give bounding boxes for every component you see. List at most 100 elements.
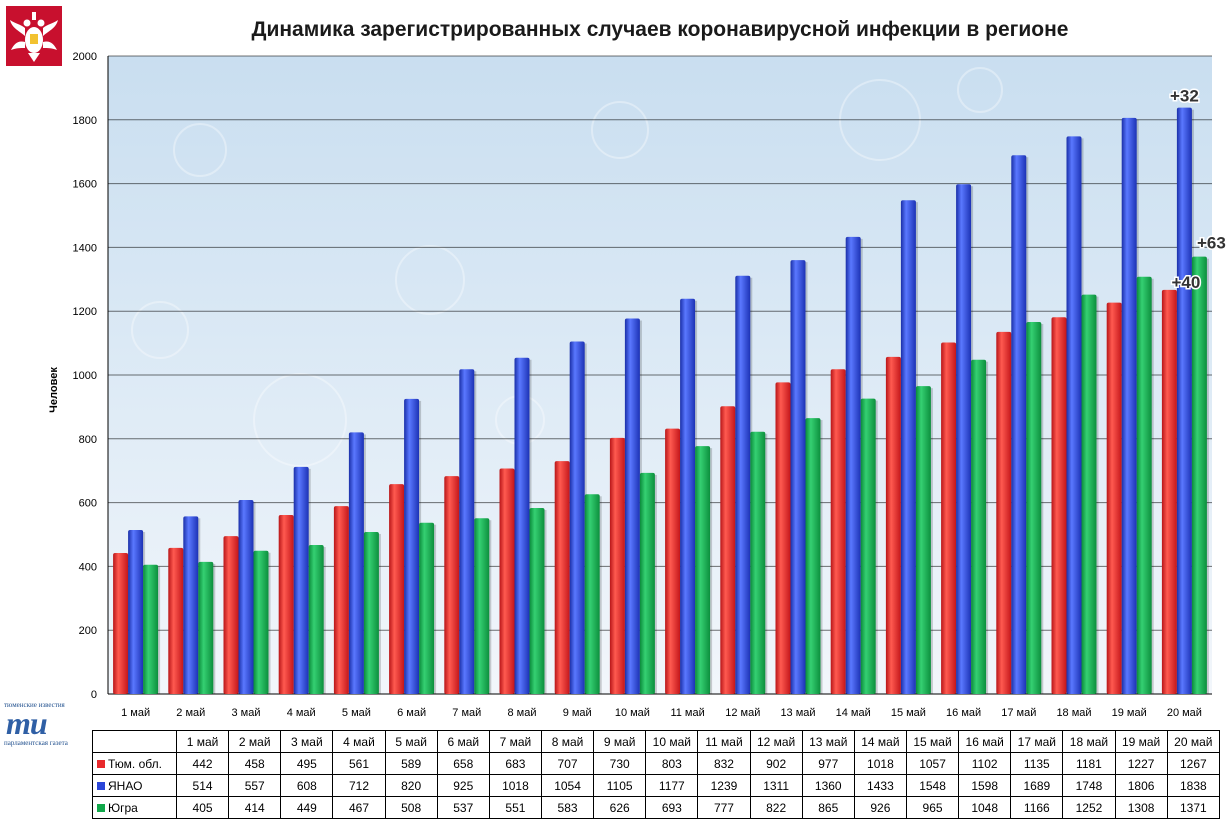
bar — [223, 536, 239, 694]
x-tick-label: 6 май — [397, 707, 426, 719]
x-tick-label: 11 май — [670, 707, 704, 719]
table-header-cell: 13 май — [801, 730, 855, 753]
table-value-cell: 925 — [436, 774, 490, 797]
table-value-cell: 557 — [228, 774, 282, 797]
table-value-cell: 1135 — [1010, 752, 1064, 775]
table-value-cell: 1054 — [540, 774, 595, 797]
table-header-cell: 18 май — [1062, 730, 1116, 753]
bar — [695, 446, 711, 694]
legend-key — [97, 804, 105, 813]
table-value-cell: 1018 — [853, 752, 907, 775]
bar — [569, 341, 585, 694]
bar — [639, 472, 655, 694]
table-value-cell: 1838 — [1166, 774, 1221, 797]
table-value-cell: 1371 — [1166, 796, 1221, 819]
y-tick-label: 1800 — [73, 115, 97, 127]
table-header-cell: 2 май — [228, 730, 282, 753]
table-value-cell: 1748 — [1062, 774, 1116, 797]
table-value-cell: 1227 — [1114, 752, 1168, 775]
table-value-cell: 626 — [593, 796, 647, 819]
table-value-cell: 508 — [384, 796, 438, 819]
y-tick-label: 1400 — [73, 242, 97, 254]
table-value-cell: 467 — [332, 796, 386, 819]
annotation-label: +63 — [1197, 234, 1226, 253]
bar — [750, 431, 766, 694]
bar — [1066, 136, 1082, 694]
bar — [996, 331, 1012, 694]
table-header-cell: 8 май — [540, 730, 595, 753]
bar — [363, 531, 379, 694]
y-tick-label: 800 — [79, 434, 97, 446]
bar — [805, 418, 821, 694]
table-value-cell: 1239 — [697, 774, 751, 797]
bar — [333, 506, 349, 694]
bar — [474, 518, 490, 694]
table-value-cell: 1311 — [749, 774, 803, 797]
table-value-cell: 683 — [488, 752, 542, 775]
bar-chart: 0 200 400 600 800 1000 1200 1400 1600 1800 2000 1 … — [73, 51, 1228, 719]
bar — [584, 494, 600, 694]
table-value-cell: 707 — [540, 752, 595, 775]
table-value-cell: 583 — [540, 796, 595, 819]
table-value-cell: 1105 — [593, 774, 647, 797]
publisher-bottom-text: парламентская газета — [4, 739, 68, 747]
table-value-cell: 693 — [645, 796, 699, 819]
bar — [845, 236, 861, 695]
bar — [1026, 322, 1042, 694]
chart-title: Динамика зарегистрированных случаев коро… — [251, 18, 1069, 41]
table-value-cell: 1057 — [905, 752, 960, 775]
bar — [113, 553, 129, 694]
bar — [514, 357, 530, 694]
table-header-cell: 5 май — [384, 730, 438, 753]
bar — [720, 406, 736, 694]
annotations: +40 +32 +63 — [1168, 85, 1227, 293]
table-header-cell: 15 май — [905, 730, 960, 753]
bar — [198, 561, 214, 694]
y-axis-label: Человек — [48, 367, 60, 413]
bar — [1161, 289, 1177, 694]
legend-cell: Югра — [92, 796, 177, 819]
bar — [308, 545, 324, 694]
bar — [624, 318, 640, 694]
table-header-cell: 9 май — [593, 730, 647, 753]
annotation-label: +40 — [1171, 273, 1200, 292]
data-table: 1 май 2 май 3 май 4 май 5 май 6 май 7 май 8 май… — [92, 730, 1221, 819]
y-tick-label: 0 — [91, 689, 97, 701]
bar — [348, 432, 364, 694]
table-value-cell: 902 — [749, 752, 803, 775]
table-value-cell: 589 — [384, 752, 438, 775]
x-tick-label: 13 май — [780, 707, 815, 719]
x-tick-label: 15 май — [891, 707, 926, 719]
table-value-cell: 803 — [645, 752, 699, 775]
x-tick-label: 12 май — [725, 707, 760, 719]
table-value-cell: 414 — [228, 796, 282, 819]
x-tick-label: 4 май — [287, 707, 316, 719]
table-header-cell: 10 май — [645, 730, 699, 753]
table-value-cell: 458 — [228, 752, 282, 775]
table-value-cell: 1548 — [905, 774, 960, 797]
legend-cell: Тюм. обл. — [92, 752, 177, 775]
table-value-cell: 1598 — [958, 774, 1012, 797]
bar — [885, 356, 901, 694]
table-header-cell: 1 май — [175, 730, 230, 753]
table-header-cell: 7 май — [488, 730, 542, 753]
bar — [1136, 276, 1152, 694]
legend-label: Тюм. обл. — [108, 756, 162, 771]
table-value-cell: 1308 — [1114, 796, 1168, 819]
bar — [1011, 155, 1027, 695]
x-tick-label: 16 май — [946, 707, 981, 719]
table-value-cell: 537 — [436, 796, 490, 819]
table-value-cell: 1252 — [1062, 796, 1116, 819]
legend-key — [97, 760, 105, 769]
bar — [1121, 117, 1137, 695]
table-value-cell: 822 — [749, 796, 803, 819]
x-tick-label: 7 май — [452, 707, 481, 719]
table-value-cell: 1166 — [1010, 796, 1064, 819]
table-value-cell: 1689 — [1010, 774, 1064, 797]
table-header-cell: 17 май — [1010, 730, 1064, 753]
table-value-cell: 608 — [280, 774, 334, 797]
annotation-label: +32 — [1170, 87, 1199, 106]
table-header-cell: 20 май — [1166, 730, 1221, 753]
bar — [735, 275, 751, 694]
x-tick-label: 10 май — [615, 707, 650, 719]
